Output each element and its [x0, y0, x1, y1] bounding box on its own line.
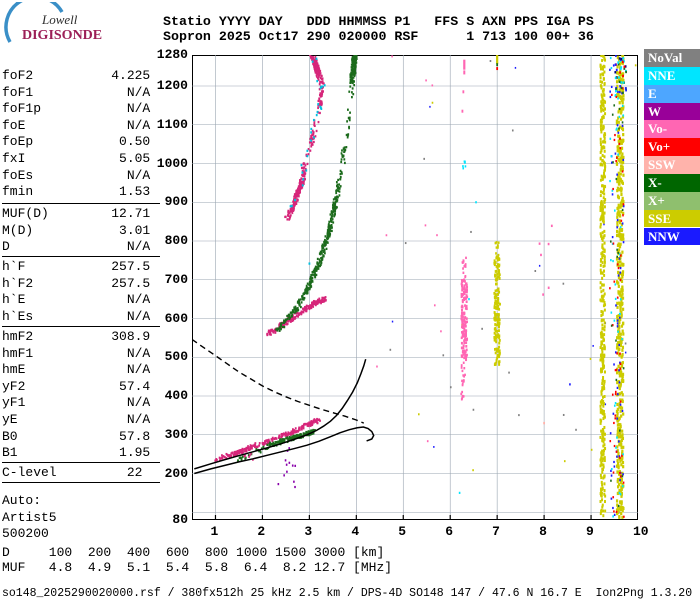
svg-text:DIGISONDE: DIGISONDE	[22, 28, 102, 43]
svg-text:Lowell: Lowell	[41, 12, 78, 27]
